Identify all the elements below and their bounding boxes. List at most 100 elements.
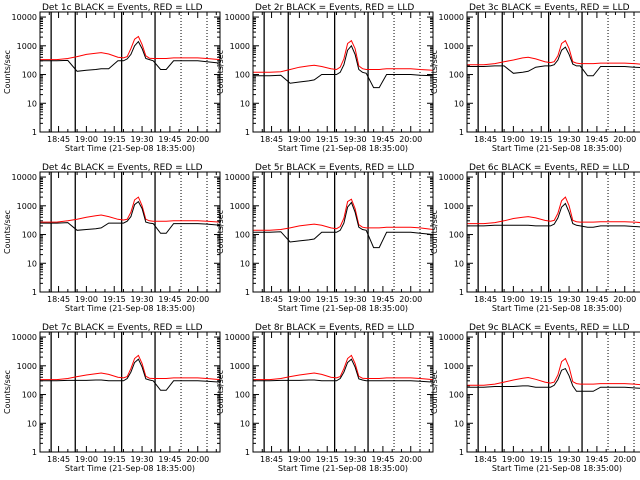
y-axis-label: Counts/sec [216,210,225,254]
axes-frame [39,331,221,453]
axes-frame [252,171,434,293]
panel-title: Det 6c BLACK = Events, RED = LLD [469,163,630,173]
x-tick-label: 19:00 [502,135,525,144]
x-tick-label: 19:45 [158,455,181,464]
x-tick-label: 18:45 [260,295,283,304]
series-events-line [40,40,221,72]
x-axis-label: Start Time (21-Sep-08 18:35:00) [65,144,195,153]
y-tick-label: 1000 [444,42,464,51]
x-tick-label: 19:30 [344,135,367,144]
detector-panel-1: Det 1c BLACK = Events, RED = LLD Counts/s… [3,3,221,153]
y-axis-label: Counts/sec [216,50,225,94]
x-tick-label: 18:45 [260,455,283,464]
detector-panel-2: Det 2r BLACK = Events, RED = LLD Counts/s… [216,3,434,153]
x-tick-label: 19:00 [75,135,98,144]
y-tick-label: 10000 [12,173,37,182]
x-tick-label: 19:30 [558,455,581,464]
x-tick-label: 19:00 [288,135,311,144]
detector-panel-9: Det 9c BLACK = Events, RED = LLD Counts/s… [430,323,640,473]
series-lld-line [467,39,640,66]
x-tick-label: 19:15 [103,455,126,464]
x-tick-label: 19:45 [585,455,608,464]
x-tick-label: 19:00 [502,295,525,304]
x-tick-label: 19:45 [371,295,394,304]
y-tick-label: 1000 [230,42,250,51]
x-tick-label: 19:00 [288,295,311,304]
panel-title: Det 8r BLACK = Events, RED = LLD [255,323,414,333]
x-tick-label: 19:45 [585,295,608,304]
y-tick-label: 100 [449,391,464,400]
y-tick-label: 1 [245,448,250,457]
y-tick-label: 100 [22,71,37,80]
x-tick-label: 20:00 [186,135,209,144]
x-axis-label: Start Time (21-Sep-08 18:35:00) [65,304,195,313]
y-tick-label: 1000 [444,362,464,371]
y-tick-label: 100 [235,71,250,80]
y-axis-label: Counts/sec [216,370,225,414]
series-lld-line [467,196,640,225]
x-tick-label: 18:45 [474,135,497,144]
x-tick-label: 19:00 [75,295,98,304]
x-tick-label: 18:45 [47,455,70,464]
series-events-line [40,358,221,391]
x-tick-label: 19:30 [131,455,154,464]
series-events-line [253,358,434,383]
y-tick-label: 10000 [439,13,464,22]
y-tick-label: 10000 [439,173,464,182]
y-tick-label: 10 [27,419,37,428]
series-lld-line [253,354,434,381]
y-tick-label: 1 [32,288,37,297]
x-tick-label: 19:30 [344,295,367,304]
x-tick-label: 19:45 [371,455,394,464]
x-tick-label: 19:30 [131,135,154,144]
series-lld-line [40,354,221,381]
panel-title: Det 9c BLACK = Events, RED = LLD [469,323,630,333]
y-tick-label: 1000 [17,42,37,51]
x-tick-label: 19:15 [530,135,553,144]
axes-frame [39,11,221,133]
x-tick-label: 18:45 [47,295,70,304]
series-events-line [467,367,640,392]
x-tick-label: 20:00 [399,135,422,144]
x-tick-label: 19:30 [344,455,367,464]
y-tick-label: 100 [22,231,37,240]
x-tick-label: 19:15 [316,135,339,144]
y-tick-label: 10000 [225,13,250,22]
x-tick-label: 19:00 [502,455,525,464]
y-axis-label: Counts/sec [430,370,439,414]
panel-title: Det 4c BLACK = Events, RED = LLD [42,163,203,173]
x-axis-label: Start Time (21-Sep-08 18:35:00) [278,464,408,473]
y-tick-label: 1 [245,288,250,297]
x-tick-label: 19:15 [316,455,339,464]
y-tick-label: 1000 [444,202,464,211]
y-tick-label: 10 [240,99,250,108]
y-tick-label: 10000 [12,13,37,22]
x-tick-label: 19:45 [158,295,181,304]
x-tick-label: 19:15 [530,295,553,304]
series-events-line [467,46,640,77]
x-axis-label: Start Time (21-Sep-08 18:35:00) [278,304,408,313]
x-tick-label: 19:45 [371,135,394,144]
x-tick-label: 20:00 [613,295,636,304]
detector-panel-5: Det 5r BLACK = Events, RED = LLD Counts/s… [216,163,434,313]
series-events-line [467,202,640,228]
y-tick-label: 1000 [17,362,37,371]
y-axis-label: Counts/sec [430,210,439,254]
x-axis-label: Start Time (21-Sep-08 18:35:00) [492,464,622,473]
y-axis-label: Counts/sec [3,210,12,254]
panel-title: Det 7c BLACK = Events, RED = LLD [42,323,203,333]
axes-frame [252,331,434,453]
panel-title: Det 1c BLACK = Events, RED = LLD [42,3,203,13]
y-tick-label: 100 [235,231,250,240]
x-tick-label: 19:45 [585,135,608,144]
y-tick-label: 10 [454,259,464,268]
x-tick-label: 19:30 [131,295,154,304]
detector-panel-8: Det 8r BLACK = Events, RED = LLD Counts/s… [216,323,434,473]
series-events-line [40,200,221,234]
y-tick-label: 1000 [230,362,250,371]
detector-panel-3: Det 3c BLACK = Events, RED = LLD Counts/s… [430,3,640,153]
series-events-line [253,44,434,89]
axes-frame [252,11,434,133]
detector-panel-7: Det 7c BLACK = Events, RED = LLD Counts/s… [3,323,221,473]
